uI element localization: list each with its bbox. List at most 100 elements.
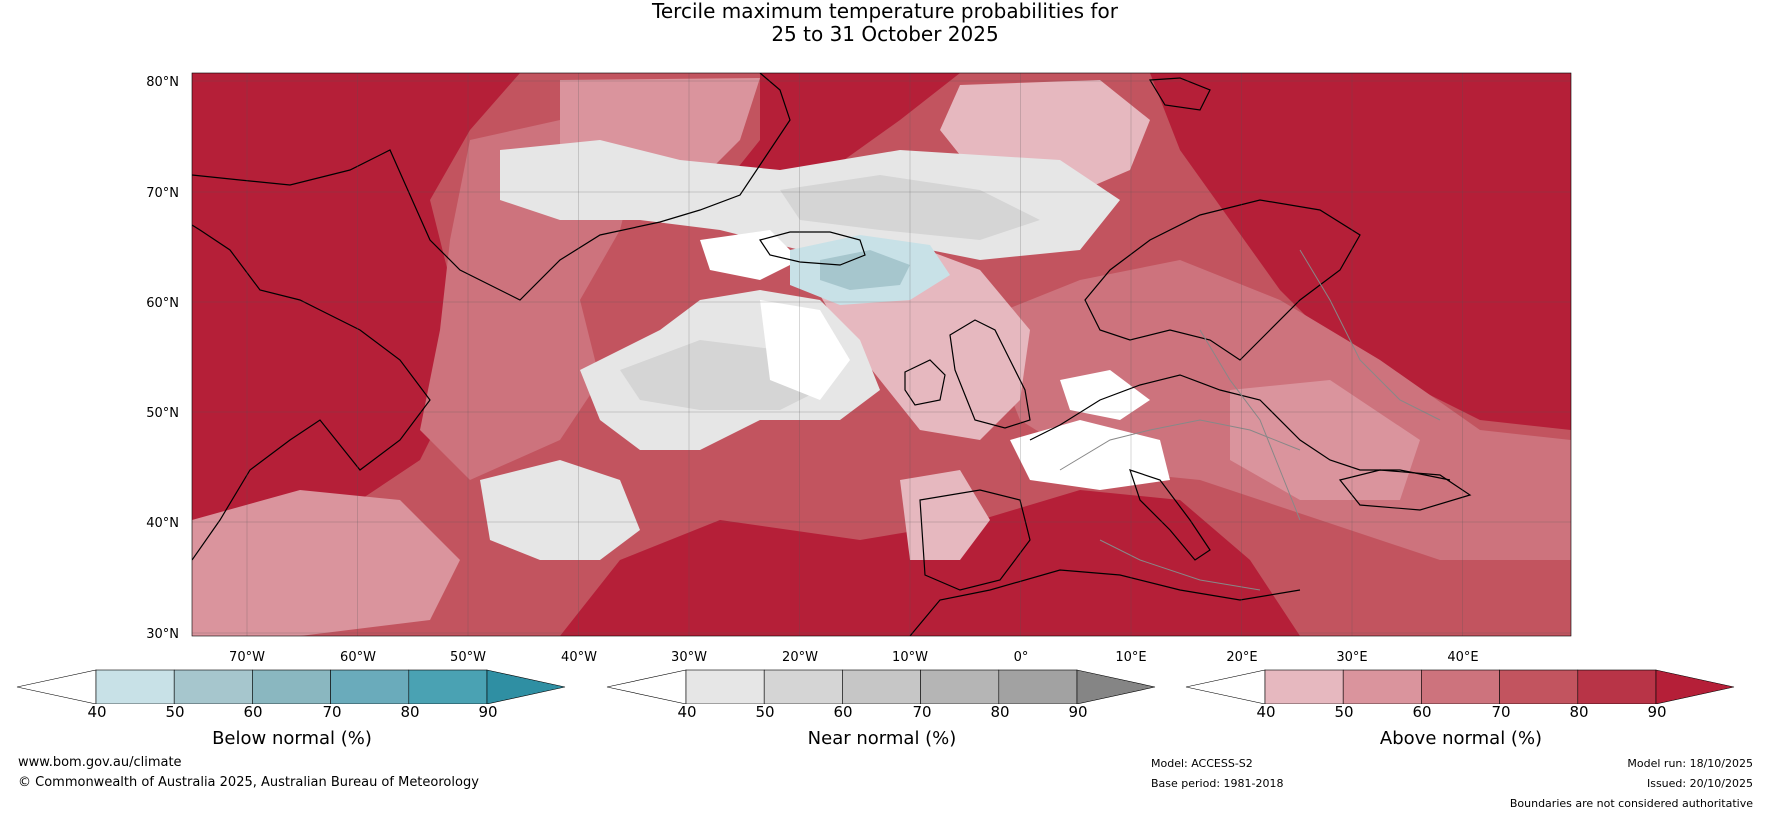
colorbar-segment bbox=[252, 669, 331, 704]
lon-label-60w: 60°W bbox=[340, 650, 376, 665]
border-line-4 bbox=[1099, 539, 1261, 591]
near-tick-90: 90 bbox=[1068, 703, 1088, 721]
below-tick-70: 70 bbox=[322, 703, 342, 721]
map-title: Tercile maximum temperature probabilitie… bbox=[0, 0, 1770, 46]
colorbar-segment bbox=[1264, 669, 1344, 704]
lon-label-40e: 40°E bbox=[1447, 650, 1479, 665]
country-borders bbox=[1059, 249, 1441, 591]
lon-label-70w: 70°W bbox=[229, 650, 265, 665]
below-normal-title: Below normal (%) bbox=[212, 728, 372, 749]
colorbar-segment bbox=[685, 669, 765, 704]
lon-label-20e: 20°E bbox=[1226, 650, 1258, 665]
above-tick-60: 60 bbox=[1412, 703, 1432, 721]
region-strong-warm-west bbox=[192, 73, 520, 560]
lat-label-70n: 70°N bbox=[146, 186, 179, 201]
above-normal-colorbar bbox=[1185, 669, 1735, 704]
model-text: Model: ACCESS-S2 bbox=[1151, 757, 1253, 770]
coast-ireland bbox=[904, 359, 946, 406]
below-tick-50: 50 bbox=[165, 703, 185, 721]
colorbar-high-extension bbox=[1655, 669, 1735, 704]
lon-label-10e: 10°E bbox=[1115, 650, 1147, 665]
model-run-text: Model run: 18/10/2025 bbox=[1627, 757, 1753, 770]
region-white-northsea bbox=[1060, 370, 1150, 420]
colorbar-low-extension bbox=[16, 669, 97, 704]
near-tick-40: 40 bbox=[677, 703, 697, 721]
above-tick-40: 40 bbox=[1256, 703, 1276, 721]
coast-svalbard bbox=[1148, 77, 1211, 111]
copyright-text: © Commonwealth of Australia 2025, Austra… bbox=[18, 775, 479, 790]
below-tick-80: 80 bbox=[400, 703, 420, 721]
colorbar-segment bbox=[763, 669, 843, 704]
lat-label-80n: 80°N bbox=[146, 75, 179, 90]
region-strong-warm-east bbox=[1150, 73, 1571, 430]
colorbar-segment bbox=[1577, 669, 1657, 704]
region-strong-warm-south bbox=[560, 490, 1300, 636]
colorbar-segment bbox=[95, 669, 175, 704]
region-light-warm-southwest bbox=[192, 490, 460, 636]
coast-italy bbox=[1129, 469, 1211, 561]
colorbar-segment bbox=[1421, 669, 1500, 704]
near-tick-60: 60 bbox=[833, 703, 853, 721]
lon-label-30w: 30°W bbox=[671, 650, 707, 665]
near-tick-50: 50 bbox=[755, 703, 775, 721]
above-normal-title: Above normal (%) bbox=[1379, 728, 1543, 749]
above-tick-80: 80 bbox=[1569, 703, 1589, 721]
coast-north-africa bbox=[909, 569, 1301, 636]
border-line-1 bbox=[1059, 419, 1301, 471]
border-line-3 bbox=[1299, 249, 1441, 421]
above-tick-70: 70 bbox=[1491, 703, 1511, 721]
lon-label-20w: 20°W bbox=[782, 650, 818, 665]
below-normal-colorbar bbox=[16, 669, 566, 704]
colorbar-segment bbox=[998, 669, 1078, 704]
near-tick-80: 80 bbox=[990, 703, 1010, 721]
disclaimer-text: Boundaries are not considered authoritat… bbox=[1509, 797, 1753, 810]
region-below-normal-mid bbox=[820, 250, 910, 290]
graticule bbox=[192, 73, 1571, 636]
region-near-normal-southwest bbox=[480, 460, 640, 560]
lat-label-40n: 40°N bbox=[146, 516, 179, 531]
title-line-1: Tercile maximum temperature probabilitie… bbox=[652, 0, 1118, 23]
lon-label-30e: 30°E bbox=[1336, 650, 1368, 665]
region-white-france bbox=[1010, 420, 1170, 490]
coast-greenland bbox=[192, 73, 791, 301]
region-white-southwest-atlantic bbox=[760, 300, 850, 400]
above-tick-90: 90 bbox=[1647, 703, 1667, 721]
colorbar-segment bbox=[1499, 669, 1579, 704]
website-link[interactable]: www.bom.gov.au/climate bbox=[18, 755, 182, 770]
issued-text: Issued: 20/10/2025 bbox=[1646, 777, 1753, 790]
below-tick-40: 40 bbox=[87, 703, 107, 721]
colorbar-high-extension bbox=[1076, 669, 1156, 704]
colorbar-segment bbox=[330, 669, 410, 704]
lon-label-0: 0° bbox=[1013, 650, 1029, 665]
lat-label-60n: 60°N bbox=[146, 296, 179, 311]
title-line-2: 25 to 31 October 2025 bbox=[771, 22, 999, 46]
colorbar-segment bbox=[842, 669, 921, 704]
lon-label-40w: 40°W bbox=[561, 650, 597, 665]
near-normal-colorbar bbox=[606, 669, 1156, 704]
lon-label-10w: 10°W bbox=[892, 650, 928, 665]
coast-iberia bbox=[919, 489, 1031, 591]
coast-scandinavia bbox=[1084, 199, 1361, 361]
colorbar-segment bbox=[173, 669, 253, 704]
below-tick-60: 60 bbox=[243, 703, 263, 721]
colorbar-segment bbox=[1342, 669, 1422, 704]
region-white-denmark-strait bbox=[700, 230, 800, 280]
map-fill-layer bbox=[192, 73, 1571, 636]
border-line-2 bbox=[1199, 329, 1301, 521]
base-period-text: Base period: 1981-2018 bbox=[1151, 777, 1284, 790]
coastlines bbox=[192, 73, 1472, 636]
colorbar-low-extension bbox=[1185, 669, 1266, 704]
colorbar-high-extension bbox=[486, 669, 566, 704]
coast-canada bbox=[192, 224, 431, 561]
coast-black-sea bbox=[1338, 469, 1472, 511]
below-tick-90: 90 bbox=[478, 703, 498, 721]
lat-label-30n: 30°N bbox=[146, 627, 179, 642]
near-normal-title: Near normal (%) bbox=[807, 728, 957, 749]
colorbar-segment bbox=[408, 669, 488, 704]
colorbar-segment bbox=[920, 669, 1000, 704]
lat-label-50n: 50°N bbox=[146, 406, 179, 421]
near-tick-70: 70 bbox=[912, 703, 932, 721]
colorbar-low-extension bbox=[606, 669, 687, 704]
above-tick-50: 50 bbox=[1334, 703, 1354, 721]
